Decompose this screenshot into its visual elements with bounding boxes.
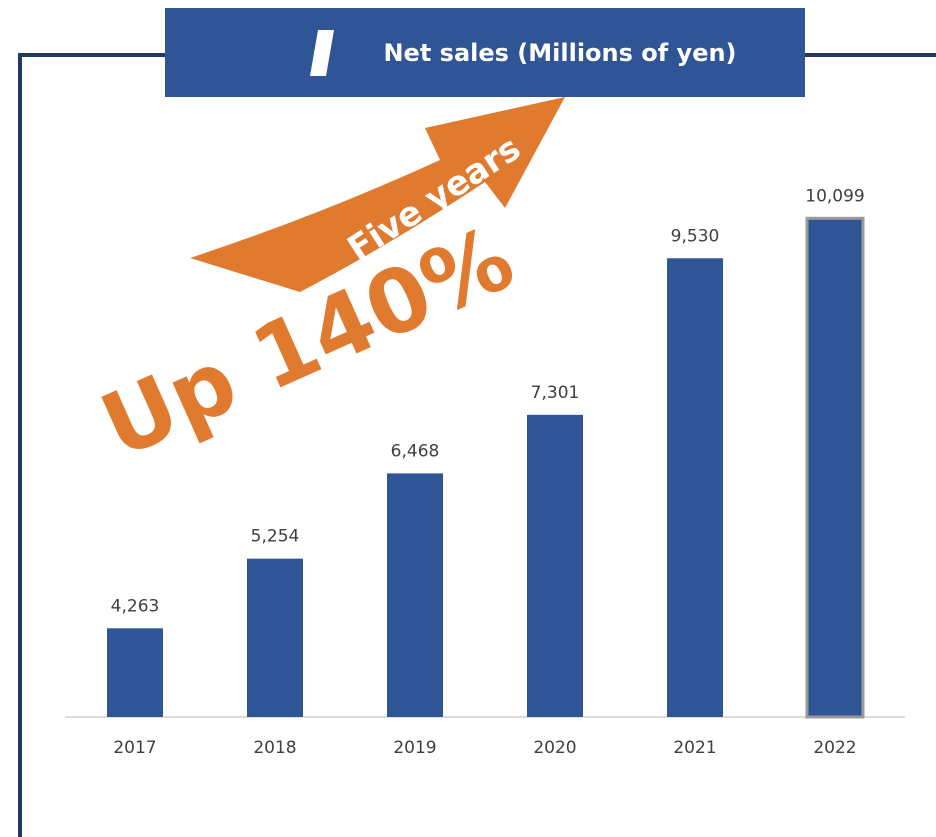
title-slash [310,30,334,76]
bar [805,216,865,719]
x-tick-label: 2017 [113,738,156,758]
bar [527,414,583,717]
bar [107,628,163,717]
chart-title: Net sales (Millions of yen) [383,39,736,67]
bar [247,558,303,717]
data-label: 4,263 [111,596,160,616]
title-box [165,8,805,97]
x-tick-label: 2021 [673,738,716,758]
data-label: 9,530 [671,226,720,246]
data-label: 10,099 [805,186,864,206]
arrow [190,97,565,292]
data-label: 5,254 [251,527,300,547]
bar [387,473,443,717]
x-tick-label: 2019 [393,738,436,758]
data-label: 7,301 [531,383,580,403]
frame [18,53,936,837]
data-label: 6,468 [391,441,440,461]
x-tick-label: 2022 [813,738,856,758]
x-tick-label: 2020 [533,738,576,758]
bar [667,258,723,717]
x-tick-label: 2018 [253,738,296,758]
